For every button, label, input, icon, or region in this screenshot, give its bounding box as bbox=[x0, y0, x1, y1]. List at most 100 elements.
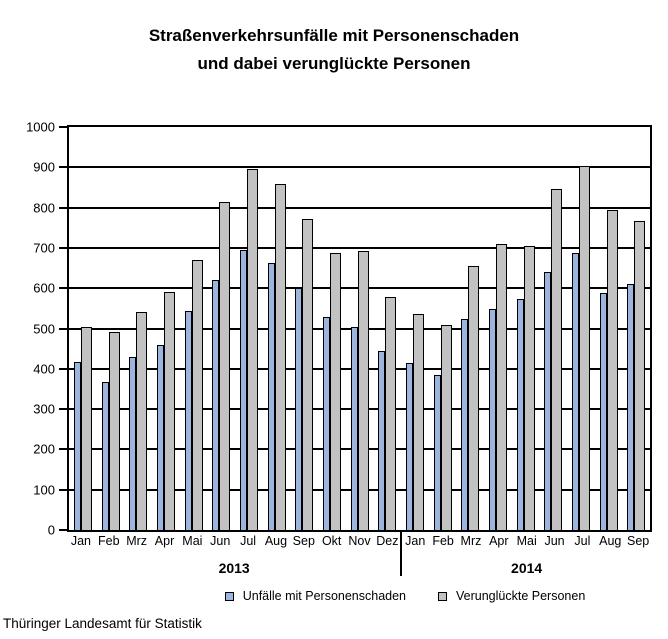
bar-verunglueckte bbox=[80, 326, 92, 530]
bar-verunglueckte bbox=[606, 209, 618, 530]
month-label: Mai bbox=[182, 534, 203, 548]
year-label-2014: 2014 bbox=[511, 560, 543, 576]
month-label: Dez bbox=[376, 534, 399, 548]
bar-group-mrz-2 bbox=[124, 127, 152, 530]
month-label: Nov bbox=[348, 534, 371, 548]
month-label: Mrz bbox=[460, 534, 482, 548]
bar-group-jun-17 bbox=[539, 127, 567, 530]
bar-group-apr-3 bbox=[152, 127, 180, 530]
bar-group-mrz-14 bbox=[456, 127, 484, 530]
bar-unfaelle bbox=[405, 363, 413, 530]
y-axis-tick bbox=[59, 488, 69, 491]
month-label: Jan bbox=[405, 534, 426, 548]
month-label: Mrz bbox=[126, 534, 148, 548]
bar-group-jan-12 bbox=[401, 127, 429, 530]
bar-unfaelle bbox=[461, 319, 469, 530]
bar-unfaelle bbox=[627, 284, 635, 530]
month-label: Sep bbox=[626, 534, 650, 548]
month-label: Apr bbox=[154, 534, 175, 548]
bar-unfaelle bbox=[129, 356, 137, 530]
bar-verunglueckte bbox=[468, 266, 480, 530]
bar-group-aug-19 bbox=[595, 127, 623, 530]
bar-verunglueckte bbox=[578, 166, 590, 530]
y-axis-tick-label: 100 bbox=[33, 482, 55, 498]
bar-verunglueckte bbox=[246, 169, 258, 530]
month-label: Feb bbox=[98, 534, 120, 548]
bar-unfaelle bbox=[156, 344, 164, 530]
bar-unfaelle bbox=[599, 293, 607, 530]
bar-unfaelle bbox=[267, 262, 275, 530]
y-axis-tick bbox=[59, 206, 69, 209]
bar-verunglueckte bbox=[163, 292, 175, 530]
month-label: Jun bbox=[544, 534, 565, 548]
bar-verunglueckte bbox=[412, 314, 424, 530]
bar-verunglueckte bbox=[385, 297, 397, 530]
chart-title-line1: Straßenverkehrsunfälle mit Personenschad… bbox=[148, 26, 520, 45]
bar-verunglueckte bbox=[108, 331, 120, 530]
y-axis-tick-label: 1000 bbox=[26, 119, 55, 135]
month-label: Mai bbox=[516, 534, 537, 548]
y-axis-tick-label: 300 bbox=[33, 401, 55, 417]
y-axis-tick-label: 0 bbox=[47, 522, 55, 538]
chart-title: Straßenverkehrsunfälle mit Personenschad… bbox=[0, 22, 668, 78]
y-axis-tick bbox=[59, 327, 69, 330]
y-axis-tick bbox=[59, 448, 69, 451]
y-axis-tick-label: 600 bbox=[33, 280, 55, 296]
bar-group-feb-1 bbox=[97, 127, 125, 530]
bar-unfaelle bbox=[350, 327, 358, 530]
bar-verunglueckte bbox=[523, 246, 535, 530]
bar-verunglueckte bbox=[329, 252, 341, 530]
bar-verunglueckte bbox=[274, 184, 286, 530]
bar-verunglueckte bbox=[357, 251, 369, 530]
bar-group-mai-16 bbox=[512, 127, 540, 530]
y-axis-tick bbox=[59, 287, 69, 290]
legend-label-unfaelle: Unfälle mit Personenschaden bbox=[242, 589, 407, 603]
y-axis-tick-label: 400 bbox=[33, 361, 55, 377]
bar-group-aug-7 bbox=[263, 127, 291, 530]
bar-unfaelle bbox=[516, 299, 524, 530]
legend-item-unfaelle: Unfälle mit Personenschaden bbox=[224, 589, 407, 603]
y-axis-tick-label: 700 bbox=[33, 240, 55, 256]
month-label: Feb bbox=[432, 534, 454, 548]
bar-group-apr-15 bbox=[484, 127, 512, 530]
month-label: Jul bbox=[574, 534, 591, 548]
y-axis-tick bbox=[59, 246, 69, 249]
bar-verunglueckte bbox=[219, 202, 231, 530]
legend-label-verunglueckte: Verunglückte Personen bbox=[456, 589, 586, 603]
legend: Unfälle mit Personenschaden Verunglückte… bbox=[0, 589, 668, 603]
y-axis-tick bbox=[59, 367, 69, 370]
y-axis-tick-label: 900 bbox=[33, 159, 55, 175]
bar-unfaelle bbox=[488, 308, 496, 530]
bar-unfaelle bbox=[378, 351, 386, 530]
y-axis-tick bbox=[59, 529, 69, 531]
year-label-2013: 2013 bbox=[218, 560, 250, 576]
bar-group-mai-4 bbox=[180, 127, 208, 530]
y-axis-tick-label: 800 bbox=[33, 200, 55, 216]
month-label: Sep bbox=[292, 534, 315, 548]
y-axis-tick bbox=[59, 126, 69, 128]
bar-group-jul-6 bbox=[235, 127, 263, 530]
bar-group-sep-8 bbox=[290, 127, 318, 530]
bar-unfaelle bbox=[184, 311, 192, 530]
bar-group-jan-0 bbox=[69, 127, 97, 530]
bar-verunglueckte bbox=[136, 312, 148, 530]
bar-verunglueckte bbox=[551, 189, 563, 530]
plot-area: 0 100 200 300 400 500 600 700 800 900 1000 bbox=[26, 120, 652, 538]
bar-unfaelle bbox=[73, 362, 81, 530]
bar-unfaelle bbox=[433, 375, 441, 530]
month-label: Jan bbox=[70, 534, 91, 548]
bar-group-nov-10 bbox=[346, 127, 374, 530]
month-label: Apr bbox=[489, 534, 509, 548]
month-label: Jul bbox=[240, 534, 257, 548]
y-axis-tick-label: 500 bbox=[33, 321, 55, 336]
chart-title-line2: und dabei verunglückte Personen bbox=[197, 54, 471, 74]
bar-group-dez-11 bbox=[373, 127, 401, 530]
legend-swatch-unfaelle-icon bbox=[224, 591, 234, 601]
month-label: Aug bbox=[264, 534, 288, 548]
bar-unfaelle bbox=[322, 317, 330, 530]
month-label: Jun bbox=[210, 534, 231, 548]
bar-unfaelle bbox=[295, 288, 303, 530]
bar-group-jul-18 bbox=[567, 127, 595, 530]
year-labels: 2013 2014 bbox=[67, 560, 652, 576]
